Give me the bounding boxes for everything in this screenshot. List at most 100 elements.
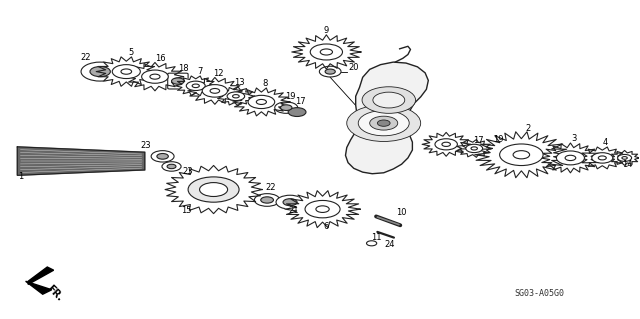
Circle shape (280, 105, 292, 110)
Polygon shape (540, 143, 600, 173)
Circle shape (150, 74, 160, 79)
Circle shape (256, 100, 266, 104)
Circle shape (565, 155, 576, 160)
Circle shape (466, 144, 483, 152)
Circle shape (167, 164, 176, 169)
Circle shape (373, 92, 404, 108)
Circle shape (370, 116, 397, 130)
Circle shape (189, 178, 237, 201)
Circle shape (310, 44, 342, 60)
Polygon shape (457, 139, 492, 157)
Text: 3: 3 (571, 134, 576, 143)
Text: 20: 20 (348, 63, 358, 72)
Text: 14: 14 (623, 160, 633, 169)
Circle shape (500, 144, 543, 166)
Text: 17: 17 (295, 98, 305, 107)
Circle shape (513, 151, 530, 159)
Text: 22: 22 (265, 183, 276, 192)
Text: 16: 16 (155, 54, 165, 63)
Polygon shape (175, 76, 216, 96)
Circle shape (210, 88, 220, 93)
Circle shape (275, 102, 298, 113)
Circle shape (435, 139, 458, 150)
Circle shape (202, 85, 227, 97)
Text: 9: 9 (324, 26, 329, 35)
Polygon shape (285, 191, 360, 228)
Circle shape (288, 108, 306, 116)
Circle shape (186, 81, 205, 91)
Circle shape (248, 95, 275, 108)
Circle shape (471, 147, 477, 150)
Circle shape (162, 162, 181, 171)
Text: 24: 24 (385, 240, 395, 249)
Text: 23: 23 (183, 167, 193, 176)
Polygon shape (292, 35, 361, 69)
Circle shape (188, 177, 239, 202)
Polygon shape (233, 88, 290, 116)
Circle shape (90, 67, 110, 77)
Text: 11: 11 (371, 233, 381, 242)
Text: 19: 19 (285, 92, 295, 101)
Circle shape (157, 153, 168, 159)
Circle shape (121, 69, 132, 74)
Text: 7: 7 (197, 67, 202, 76)
Polygon shape (188, 78, 242, 104)
Text: FR.: FR. (45, 284, 65, 304)
Text: 23: 23 (141, 141, 151, 150)
Circle shape (232, 95, 239, 98)
Polygon shape (96, 57, 156, 86)
Circle shape (227, 92, 244, 100)
Circle shape (442, 142, 451, 146)
Text: SG03-A05G0: SG03-A05G0 (515, 289, 565, 298)
Text: 13: 13 (234, 78, 245, 87)
Circle shape (151, 151, 174, 162)
Text: 17: 17 (473, 136, 484, 145)
Text: 2: 2 (525, 124, 531, 133)
Text: 6: 6 (323, 222, 328, 231)
Text: 1: 1 (18, 173, 23, 182)
Circle shape (112, 65, 140, 78)
Text: 10: 10 (396, 208, 407, 217)
Circle shape (556, 151, 584, 165)
Circle shape (347, 105, 420, 141)
Circle shape (276, 195, 304, 209)
Polygon shape (580, 147, 625, 169)
Circle shape (172, 78, 184, 84)
Circle shape (367, 241, 377, 246)
Text: 12: 12 (213, 69, 224, 78)
Circle shape (325, 69, 335, 74)
Polygon shape (28, 267, 54, 285)
Circle shape (316, 206, 329, 212)
Text: 19: 19 (493, 135, 504, 144)
Polygon shape (609, 151, 639, 165)
Polygon shape (218, 87, 255, 106)
Circle shape (598, 156, 606, 160)
Circle shape (141, 70, 168, 83)
Text: 4: 4 (603, 137, 608, 147)
Circle shape (260, 197, 273, 203)
Text: 15: 15 (182, 206, 192, 215)
FancyBboxPatch shape (168, 73, 188, 89)
Circle shape (320, 49, 333, 55)
Text: 5: 5 (129, 48, 134, 57)
Circle shape (81, 62, 119, 81)
Polygon shape (165, 166, 262, 214)
Polygon shape (475, 132, 568, 178)
Circle shape (358, 110, 409, 136)
Text: 8: 8 (262, 79, 268, 88)
Circle shape (592, 153, 613, 163)
Polygon shape (346, 62, 428, 174)
Circle shape (378, 120, 390, 126)
Polygon shape (422, 132, 470, 156)
Circle shape (362, 87, 415, 113)
Circle shape (622, 157, 627, 159)
Polygon shape (126, 63, 184, 91)
Circle shape (319, 66, 341, 77)
Circle shape (305, 200, 340, 218)
Text: 22: 22 (81, 53, 92, 62)
Text: 21: 21 (288, 206, 298, 215)
Circle shape (618, 154, 632, 161)
Text: 18: 18 (178, 64, 188, 73)
Circle shape (200, 182, 228, 197)
Circle shape (283, 199, 297, 206)
